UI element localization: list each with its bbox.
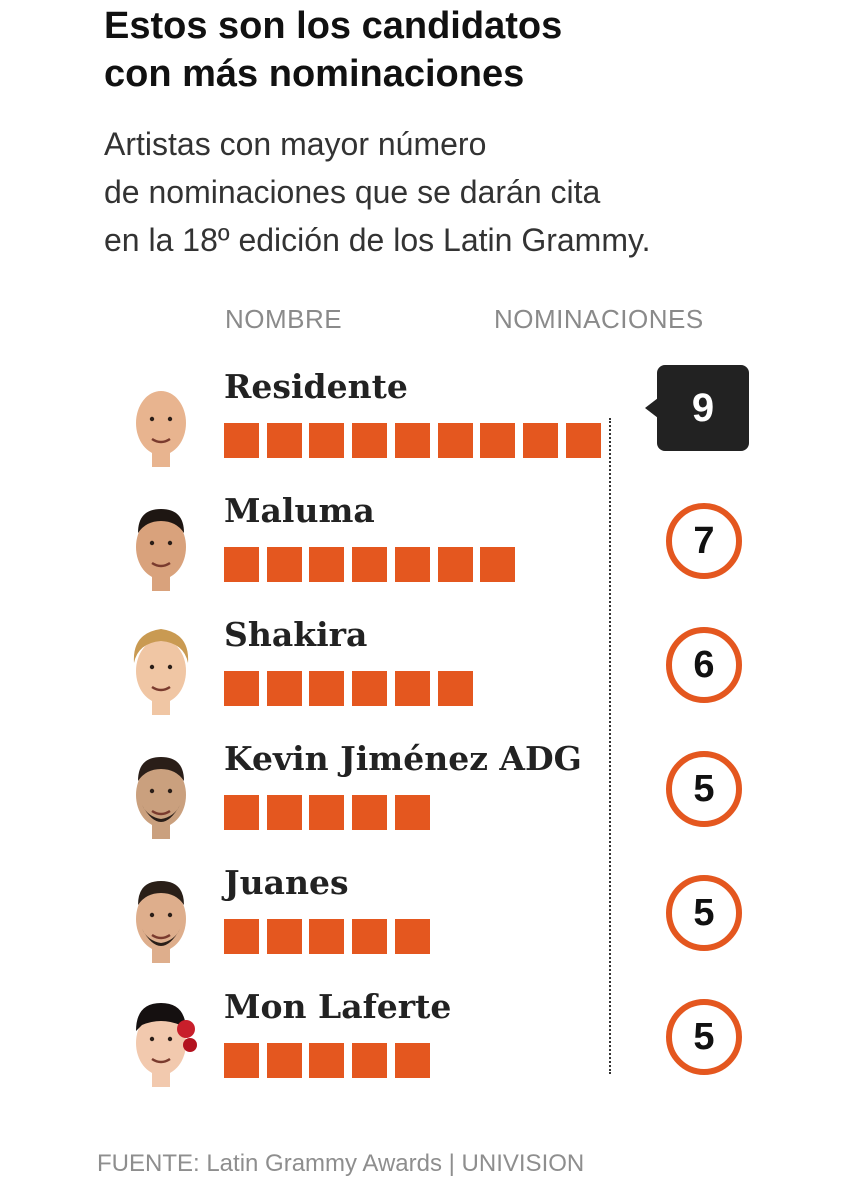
max-value-dotted-line [609, 418, 611, 1074]
nomination-square [224, 671, 259, 706]
nomination-square [352, 423, 387, 458]
nomination-square [267, 919, 302, 954]
nomination-square [395, 423, 430, 458]
artist-portrait [124, 375, 198, 473]
nomination-square [480, 423, 515, 458]
value-label-circle: 6 [666, 627, 742, 703]
nomination-square [267, 795, 302, 830]
nomination-square [267, 423, 302, 458]
nomination-square [395, 795, 430, 830]
chart-title: Estos son los candidatos con más nominac… [104, 2, 824, 98]
nomination-square [352, 795, 387, 830]
nomination-square [267, 671, 302, 706]
artist-row: Residente 9 [0, 365, 850, 509]
nomination-square [224, 423, 259, 458]
value-tag-pointer [645, 398, 658, 418]
nomination-square [395, 547, 430, 582]
value-label-circle: 5 [666, 751, 742, 827]
nomination-square [224, 1043, 259, 1078]
value-label-circle: 5 [666, 999, 742, 1075]
artist-name: Residente [224, 367, 408, 406]
nomination-square [438, 423, 473, 458]
title-line-2: con más nominaciones [104, 53, 525, 95]
nomination-square [480, 547, 515, 582]
nomination-square [267, 1043, 302, 1078]
value-label-circle: 7 [666, 503, 742, 579]
nomination-square [438, 671, 473, 706]
column-header-nominations: NOMINACIONES [494, 304, 704, 334]
nomination-square [224, 919, 259, 954]
nomination-square [352, 547, 387, 582]
nomination-square [352, 919, 387, 954]
artist-portrait [124, 871, 198, 969]
subtitle-line-3: en la 18º edición de los Latin Grammy. [104, 222, 651, 258]
column-header-name: NOMBRE [225, 304, 343, 334]
artist-row: Kevin Jiménez ADG 5 [0, 739, 850, 881]
nomination-square [395, 1043, 430, 1078]
artist-row: Mon Laferte 5 [0, 987, 850, 1129]
nomination-square [352, 1043, 387, 1078]
nomination-square [395, 671, 430, 706]
artist-portrait [124, 747, 198, 845]
subtitle-line-2: de nominaciones que se darán cita [104, 174, 601, 210]
artist-row: Juanes 5 [0, 863, 850, 1005]
artist-name: Mon Laferte [224, 987, 452, 1026]
value-label-circle: 5 [666, 875, 742, 951]
artist-portrait [124, 995, 198, 1093]
nomination-square [224, 795, 259, 830]
nomination-square [309, 795, 344, 830]
nomination-square [309, 919, 344, 954]
nomination-square [395, 919, 430, 954]
nomination-square [224, 547, 259, 582]
nomination-square [309, 547, 344, 582]
value-label-highlight: 9 [657, 365, 749, 451]
title-line-1: Estos son los candidatos [104, 5, 563, 47]
artist-name: Juanes [224, 863, 349, 902]
artist-name: Shakira [224, 615, 368, 654]
nomination-square [438, 547, 473, 582]
nomination-square [309, 671, 344, 706]
artist-row: Maluma 7 [0, 491, 850, 633]
subtitle-line-1: Artistas con mayor número [104, 126, 487, 162]
source-note: FUENTE: Latin Grammy Awards | UNIVISION [97, 1150, 585, 1177]
nomination-square [523, 423, 558, 458]
nomination-square [566, 423, 601, 458]
nomination-square [267, 547, 302, 582]
artist-name: Maluma [224, 491, 375, 530]
nomination-square [309, 1043, 344, 1078]
artist-name: Kevin Jiménez ADG [224, 739, 582, 778]
nomination-square [309, 423, 344, 458]
nomination-square [352, 671, 387, 706]
artist-portrait [124, 623, 198, 721]
artist-row: Shakira 6 [0, 615, 850, 757]
chart-subtitle: Artistas con mayor número de nominacione… [104, 120, 804, 264]
artist-portrait [124, 499, 198, 597]
